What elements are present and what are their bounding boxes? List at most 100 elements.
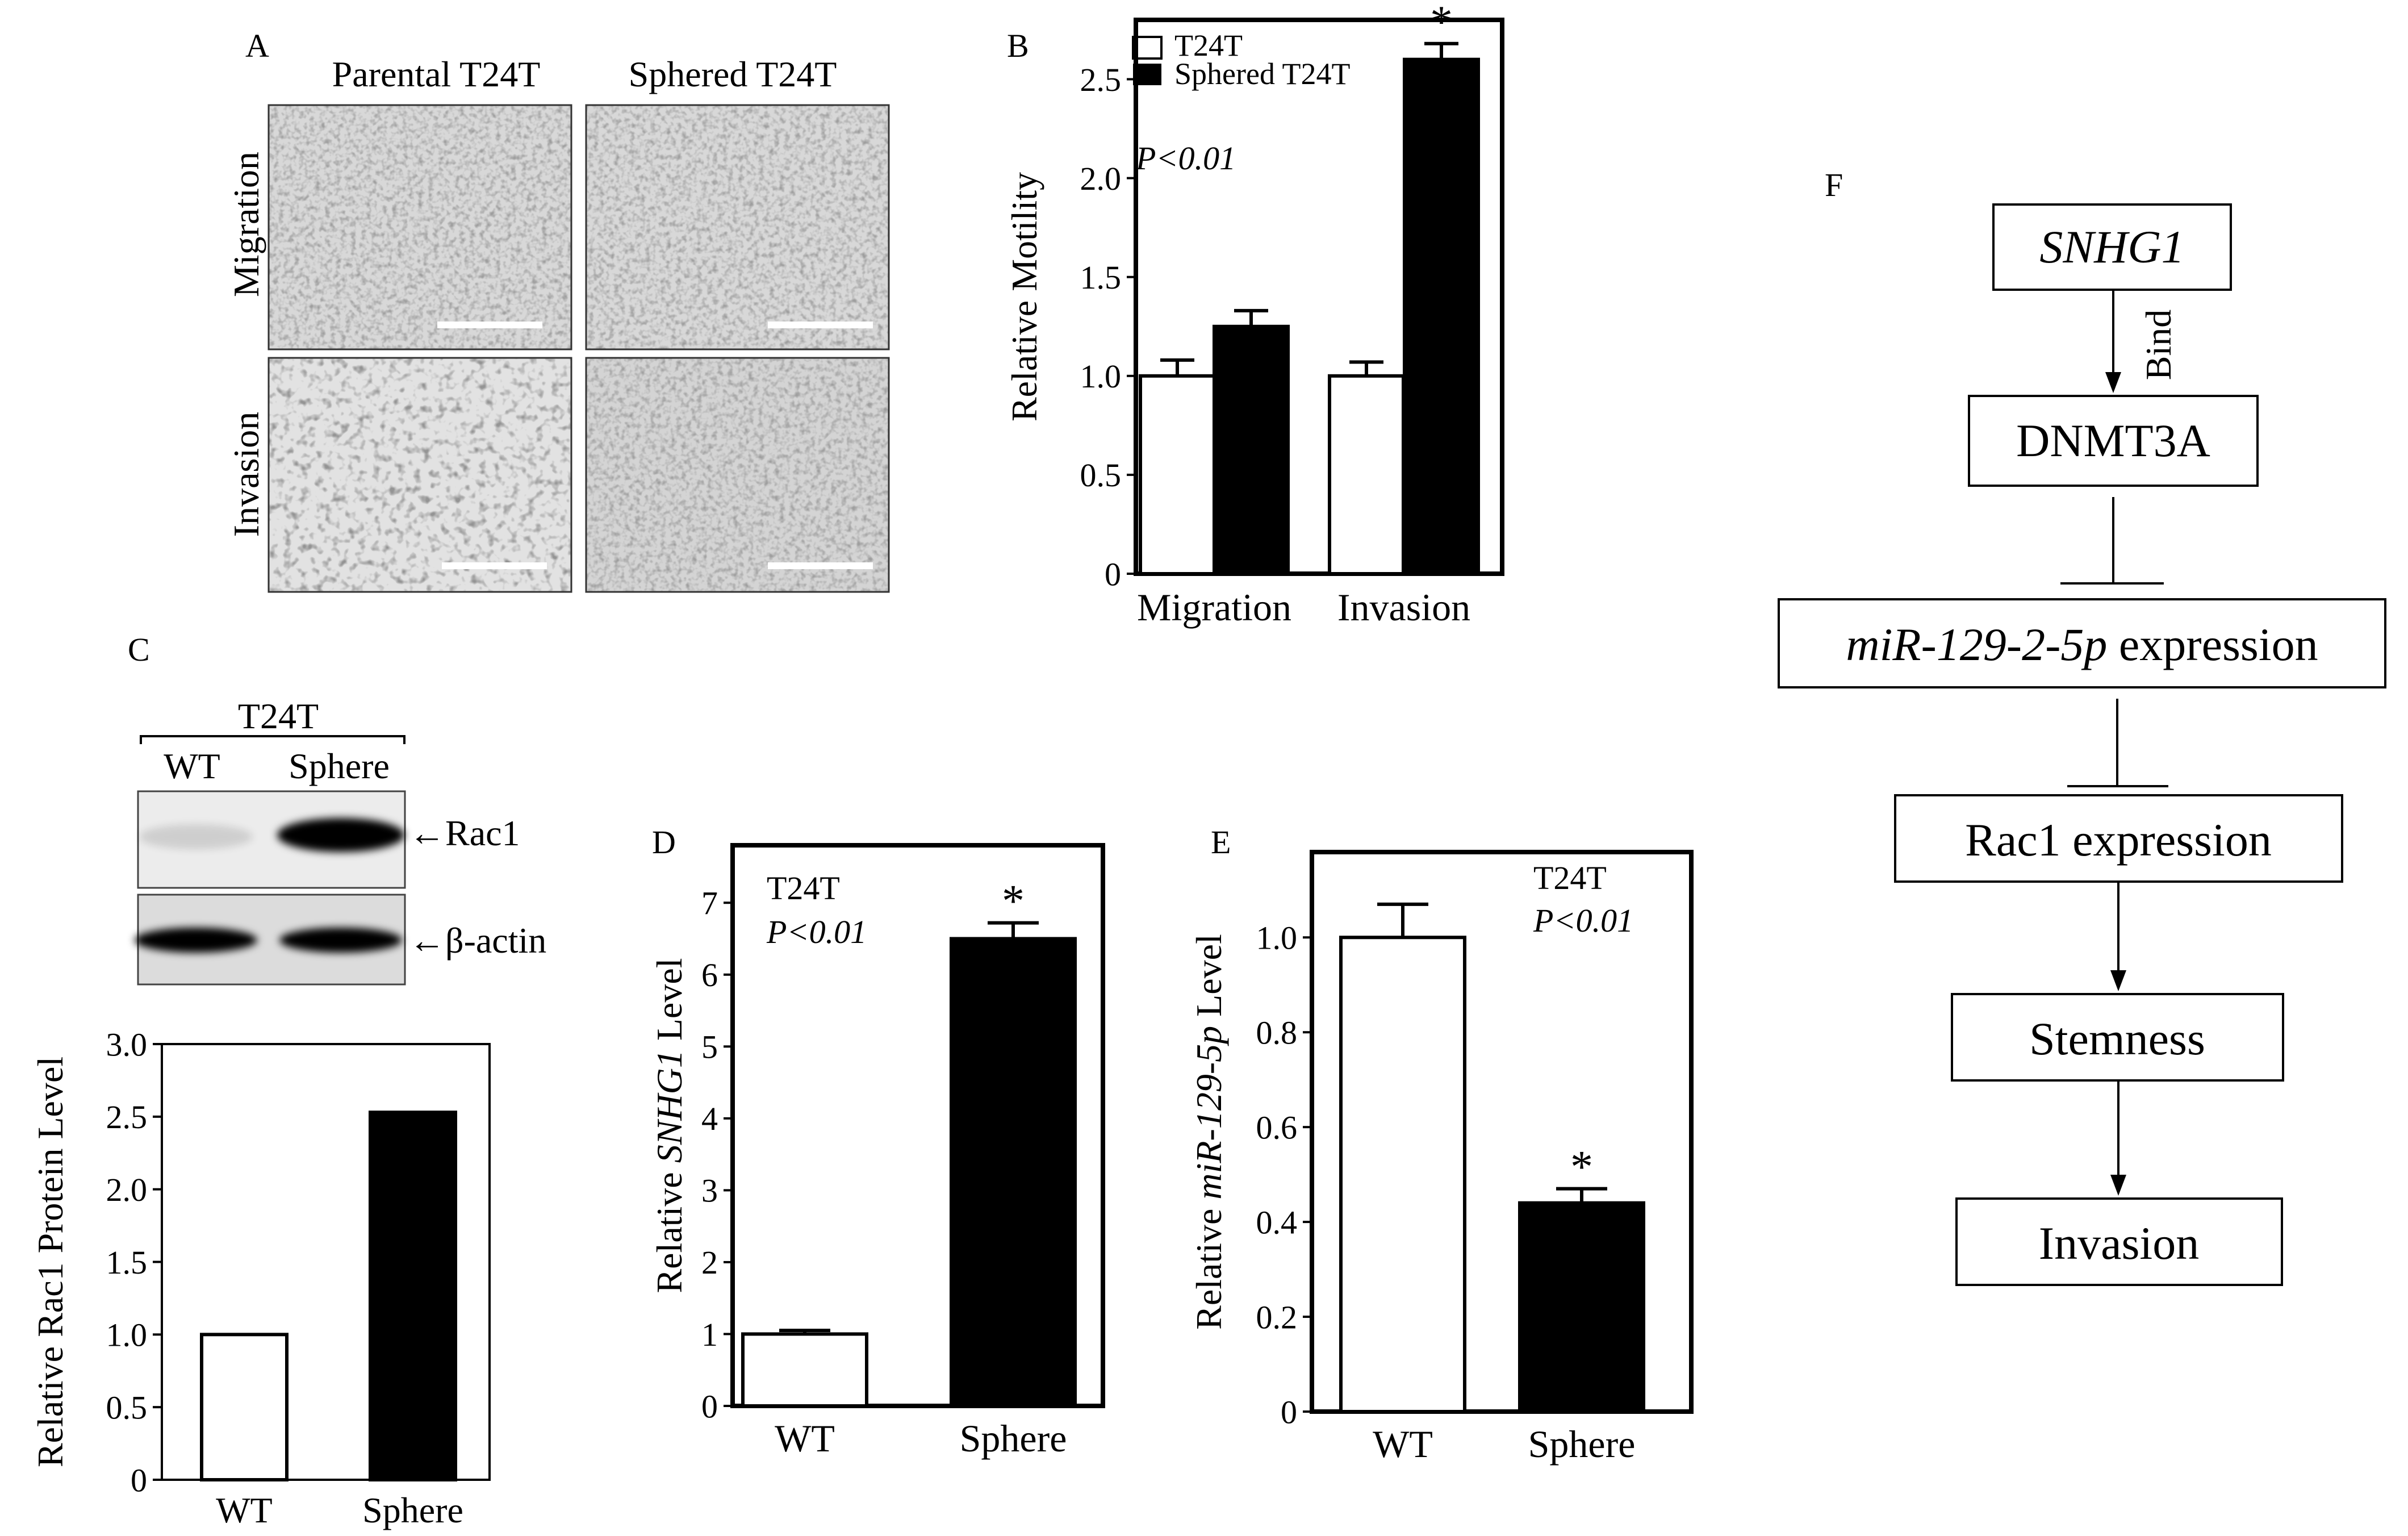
flow-node-stemness-text: Stemness <box>2029 1013 2205 1065</box>
panel-a: A Parental T24T Sphered T24T Migration I… <box>226 27 890 593</box>
significance-star: * <box>1570 1142 1593 1192</box>
x-category-label: Sphere <box>1528 1422 1636 1466</box>
x-category-label: Sphere <box>960 1417 1067 1460</box>
panel-a-row-title-invasion: Invasion <box>226 412 266 537</box>
flow-edge-inhibit-2 <box>2067 699 2168 787</box>
y-tick-label: 0 <box>131 1462 147 1499</box>
panel-d-label: D <box>652 824 676 861</box>
panel-a-label: A <box>245 27 269 64</box>
flow-edge-arrow-3 <box>2110 882 2126 991</box>
micrograph-parental-migration <box>267 104 572 350</box>
bar-sphere <box>1518 1201 1645 1414</box>
panel-e: E T24T P<0.01 0 0.2 0.4 0.6 0.8 1.0 Relative m… <box>1189 824 1694 1466</box>
y-tick-label: 0.5 <box>106 1389 148 1426</box>
blot-band-label-actin: ←β-actin <box>409 920 546 961</box>
bar-t24t-invasion <box>1328 374 1405 575</box>
y-axis-label: Relative SNHG1 Level <box>649 958 689 1293</box>
chart-d: 0 1 2 3 4 5 6 7 Relative SNHG1 Level WT Sphere * <box>649 843 1105 1460</box>
x-category-label: Sphere <box>362 1490 463 1530</box>
bar-wt <box>1339 936 1466 1414</box>
flow-node-snhg1-text: SNHG1 <box>2039 221 2184 273</box>
panel-a-col-title-parental: Parental T24T <box>332 54 541 94</box>
y-tick-label: 3 <box>701 1172 718 1209</box>
y-tick-label: 2.0 <box>1080 160 1122 197</box>
flow-node-rac1-text: Rac1 expression <box>1965 814 2272 866</box>
y-tick-label: 0.4 <box>1256 1204 1298 1241</box>
plot-frame <box>1310 850 1694 1414</box>
y-tick-label: 4 <box>701 1100 718 1137</box>
y-tick-label: 0.6 <box>1256 1109 1298 1146</box>
chart-b-legend: T24T Sphered T24T <box>1132 28 1350 91</box>
scale-bar <box>442 562 547 569</box>
chart-b: 0 0.5 1.0 1.5 2.0 2.5 Relative Motility Migrati… <box>1004 0 1504 629</box>
blot-lane-label-wt: WT <box>164 746 220 786</box>
chart-d-note-pvalue: P<0.01 <box>766 913 867 950</box>
y-tick-label: 0.2 <box>1256 1299 1298 1335</box>
scale-bar <box>768 322 873 328</box>
scale-bar <box>437 322 542 328</box>
x-category-label: WT <box>216 1490 273 1530</box>
y-tick-label: 7 <box>701 885 718 922</box>
y-tick-label: 2.0 <box>106 1171 148 1208</box>
y-tick-label: 0 <box>701 1388 718 1425</box>
y-tick-label: 2.5 <box>106 1099 148 1136</box>
band-rac1-wt <box>139 824 253 849</box>
legend-label-sphered: Sphered T24T <box>1174 57 1350 91</box>
blot-actin <box>135 894 406 986</box>
y-tick-label: 1 <box>701 1316 718 1353</box>
y-axis-label: Relative miR-129-5p Level <box>1189 934 1229 1330</box>
y-tick-label: 0.5 <box>1080 457 1122 494</box>
y-tick-label: 1.0 <box>1080 358 1122 395</box>
micrograph-sphered-invasion <box>585 357 890 593</box>
x-category-label: WT <box>1373 1422 1433 1466</box>
blot-group-label: T24T <box>238 696 319 736</box>
blot-group-bracket <box>140 735 405 744</box>
y-tick-label: 3.0 <box>106 1026 148 1063</box>
y-tick-label: 6 <box>701 957 718 994</box>
x-category-label: Migration <box>1137 586 1291 629</box>
significance-star: * <box>1002 876 1025 926</box>
flow-node-invasion-text: Invasion <box>2039 1217 2199 1269</box>
flow-node-dnmt3a: DNMT3A <box>1968 395 2259 487</box>
flow-node-dnmt3a-text: DNMT3A <box>2016 415 2210 466</box>
panel-b-label: B <box>1007 27 1029 64</box>
y-tick-label: 1.0 <box>106 1317 148 1354</box>
plot-frame <box>730 843 1105 1408</box>
bar-t24t-migration <box>1139 374 1216 575</box>
band-actin-wt <box>135 928 257 953</box>
bar-sphered-t24t-migration <box>1213 324 1290 575</box>
y-axis-label: Relative Rac1 Protein Level <box>30 1057 70 1467</box>
flow-edge-inhibit-1 <box>2060 497 2164 585</box>
panel-b: B T24T Sphered T24T P<0.01 0 0.5 1.0 1.5 2.0… <box>1004 0 1504 629</box>
y-tick-label: 2.5 <box>1080 61 1122 98</box>
panel-f: F SNHG1 DNMT3A miR-129-2-5p expression R… <box>1778 166 2386 1286</box>
flow-node-rac1: Rac1 expression <box>1894 794 2343 883</box>
x-category-label: WT <box>775 1417 835 1460</box>
blot-lane-label-sphere: Sphere <box>289 746 390 786</box>
y-tick-label: 5 <box>701 1029 718 1066</box>
panel-c: C T24T WT Sphere ←Rac1 ←β-actin 0 0.5 1.0 1… <box>30 631 546 1530</box>
y-tick-label: 1.0 <box>1256 920 1298 957</box>
bar-wt <box>200 1333 289 1481</box>
scale-bar <box>768 562 873 569</box>
y-tick-label: 1.5 <box>1080 259 1122 296</box>
y-axis-label: Relative Motility <box>1004 172 1044 421</box>
flow-node-mir129-text: miR-129-2-5p expression <box>1846 619 2318 670</box>
band-actin-sphere <box>279 928 402 953</box>
flow-node-mir129: miR-129-2-5p expression <box>1778 598 2386 688</box>
legend-label-t24t: T24T <box>1174 28 1243 62</box>
significance-star: * <box>1430 0 1453 47</box>
flow-edge-bind-label: Bind <box>2138 310 2179 380</box>
panel-d: D T24T P<0.01 0 1 2 3 4 5 6 7 Relative SNHG1 Lev… <box>649 824 1105 1460</box>
x-category-label: Invasion <box>1337 586 1470 629</box>
bar-sphere <box>369 1111 457 1481</box>
chart-b-pvalue: P<0.01 <box>1135 140 1236 177</box>
plot-frame <box>1134 18 1504 576</box>
blot-rac1 <box>137 790 406 889</box>
bar-wt <box>741 1332 868 1408</box>
panel-c-label: C <box>128 631 150 668</box>
chart-e-note-pvalue: P<0.01 <box>1533 902 1633 939</box>
flow-node-snhg1: SNHG1 <box>1992 203 2232 291</box>
panel-f-label: F <box>1825 166 1843 203</box>
